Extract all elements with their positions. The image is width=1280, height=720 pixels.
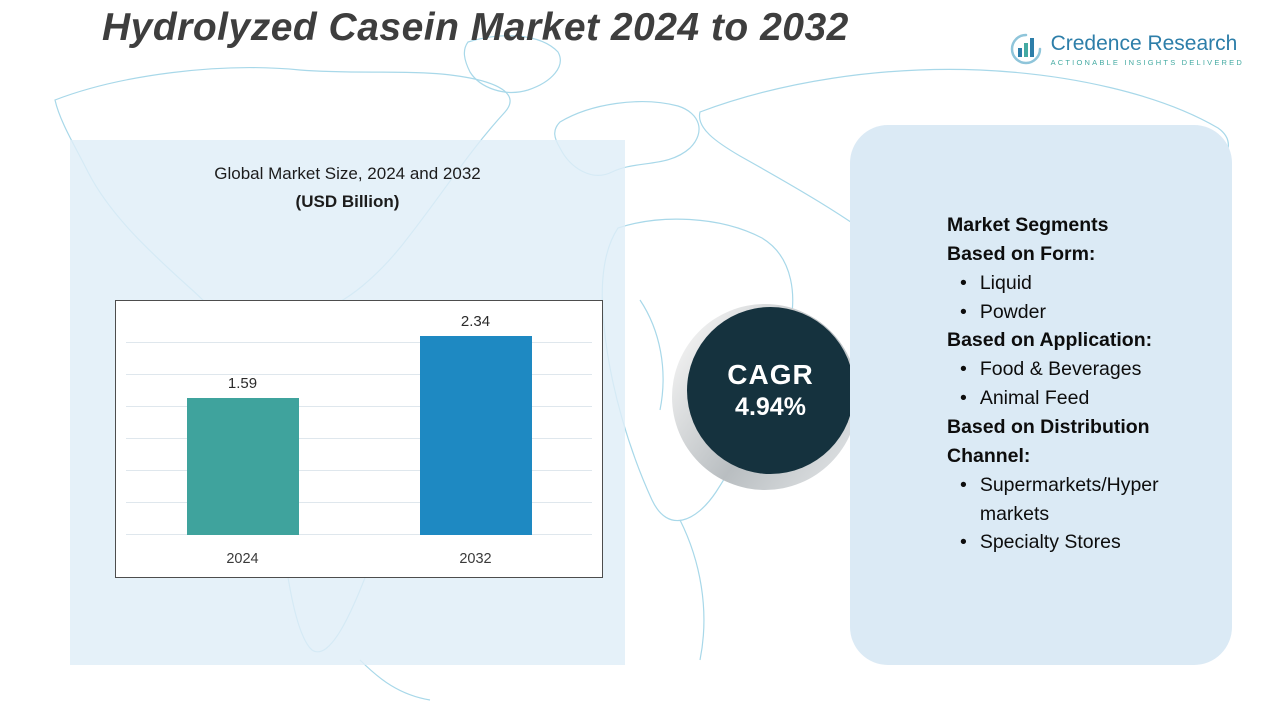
logo-text: Credence Research Actionable Insights De… — [1051, 32, 1244, 67]
segment-item-label: Powder — [979, 300, 1046, 323]
segment-item-label: Animal Feed — [979, 387, 1090, 410]
bar-value-label: 2.34 — [460, 313, 491, 330]
segment-group-label: Based on Form: — [947, 242, 1096, 265]
segment-group-label: Based on Application: — [947, 329, 1153, 352]
chart-subtitle: (USD Billion) — [295, 192, 400, 211]
market-size-panel: Global Market Size, 2024 and 2032 (USD B… — [70, 140, 625, 665]
plot-area: 1.59 2.34 — [126, 313, 592, 535]
bar-chart: 1.59 2.34 2024 2032 — [115, 300, 603, 578]
credence-research-logo: Credence Research Actionable Insights De… — [1009, 32, 1244, 67]
cagr-circle: CAGR 4.94% — [687, 307, 854, 474]
segment-item: Food & Beverages — [947, 355, 1216, 384]
page-title: Hydrolyzed Casein Market 2024 to 2032 — [102, 6, 849, 49]
segments-list: Market Segments Based on Form: Liquid Po… — [947, 211, 1216, 557]
cagr-value: 4.94% — [735, 392, 806, 421]
logo-tagline: Actionable Insights Delivered — [1050, 58, 1244, 68]
segment-item-label: Specialty Stores — [979, 531, 1121, 554]
bar-2024 — [186, 398, 299, 535]
segment-item-label: Liquid — [979, 271, 1032, 294]
segment-item: Powder — [947, 298, 1216, 327]
segment-item: Specialty Stores — [947, 528, 1216, 557]
logo-bar-chart-icon — [1010, 33, 1041, 65]
cagr-badge: CAGR 4.94% — [672, 304, 858, 490]
chart-title: Global Market Size, 2024 and 2032 — [214, 164, 481, 183]
segment-item: Liquid — [947, 269, 1216, 298]
segment-group-label: Based on Distribution Channel: — [947, 416, 1150, 467]
segment-item: Supermarkets/Hyper markets — [947, 471, 1216, 529]
market-segments-panel: Market Segments Based on Form: Liquid Po… — [850, 125, 1232, 665]
bar-2032 — [419, 336, 532, 535]
x-axis-label: 2032 — [459, 551, 492, 567]
segment-item-label: Food & Beverages — [979, 358, 1142, 381]
bar-column: 1.59 — [186, 313, 299, 535]
segment-item-label: Supermarkets/Hyper markets — [979, 473, 1159, 525]
x-axis-label: 2024 — [226, 551, 259, 567]
bar-column: 2.34 — [419, 313, 532, 535]
logo-name: Credence Research — [1050, 32, 1238, 55]
segment-item: Animal Feed — [947, 384, 1216, 413]
bar-value-label: 1.59 — [227, 375, 258, 392]
segments-heading: Market Segments — [947, 214, 1109, 236]
cagr-label: CAGR — [727, 359, 814, 391]
x-axis: 2024 2032 — [126, 551, 592, 567]
